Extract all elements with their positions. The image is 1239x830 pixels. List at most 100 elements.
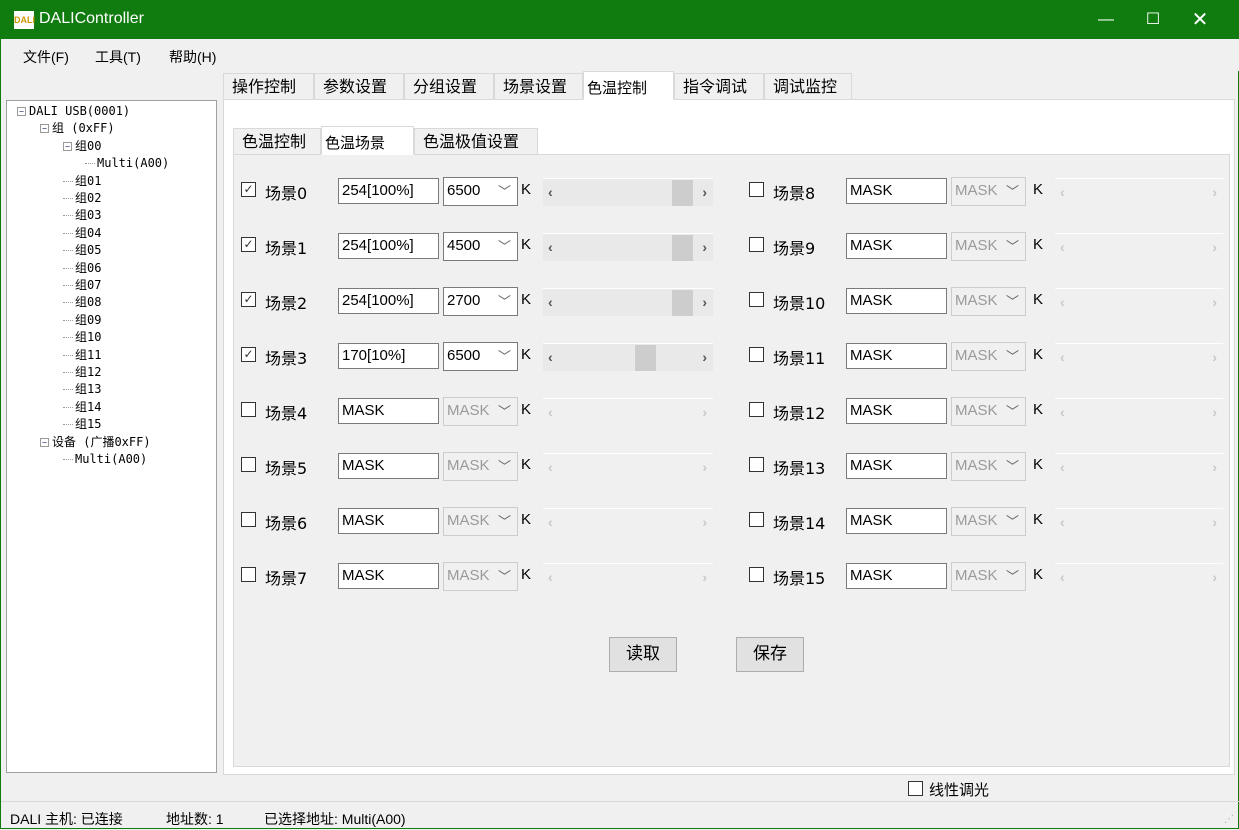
scene-checkbox[interactable] xyxy=(749,237,764,252)
arrow-right-icon[interactable]: › xyxy=(702,184,707,200)
scene-checkbox[interactable]: ✓ xyxy=(241,182,256,197)
scene-level-input[interactable]: MASK xyxy=(338,563,439,589)
arrow-left-icon[interactable]: ‹ xyxy=(548,459,553,475)
resize-grip-icon[interactable]: ⋰ xyxy=(1224,814,1234,825)
temp-slider[interactable]: ‹ › xyxy=(1055,398,1223,426)
tree-node[interactable]: − 组 (0xFF) xyxy=(40,120,115,137)
scene-level-input[interactable]: MASK xyxy=(846,398,947,424)
subtab-2[interactable]: 色温极值设置 xyxy=(414,128,538,155)
temp-slider[interactable]: ‹ › xyxy=(543,508,713,536)
tab-0[interactable]: 操作控制 xyxy=(223,73,314,100)
scene-level-input[interactable]: 170[10%] xyxy=(338,343,439,369)
menu-tools[interactable]: 工具(T) xyxy=(95,49,141,65)
arrow-left-icon[interactable]: ‹ xyxy=(548,569,553,585)
scene-level-input[interactable]: MASK xyxy=(846,343,947,369)
scene-level-input[interactable]: MASK xyxy=(846,178,947,204)
collapse-icon[interactable]: − xyxy=(17,107,26,116)
tree-node[interactable]: 组01 xyxy=(63,173,101,190)
scene-temp-select[interactable]: 6500 ﹀ xyxy=(443,342,518,371)
tree-node[interactable]: − 组00 xyxy=(63,138,101,155)
temp-slider[interactable]: ‹ › xyxy=(1055,233,1223,261)
tree-node[interactable]: 组09 xyxy=(63,312,101,329)
minimize-button[interactable]: — xyxy=(1098,11,1114,28)
subtab-1[interactable]: 色温场景 xyxy=(321,126,414,155)
arrow-left-icon[interactable]: ‹ xyxy=(1060,459,1065,475)
maximize-button[interactable]: ☐ xyxy=(1145,11,1161,28)
arrow-right-icon[interactable]: › xyxy=(702,459,707,475)
scene-temp-select[interactable]: MASK ﹀ xyxy=(951,177,1026,206)
scene-temp-select[interactable]: MASK ﹀ xyxy=(951,452,1026,481)
arrow-left-icon[interactable]: ‹ xyxy=(1060,569,1065,585)
device-tree[interactable]: − DALI USB(0001) − 组 (0xFF) − 组00 Multi(A00) 组0… xyxy=(6,100,217,773)
menu-file[interactable]: 文件(F) xyxy=(23,49,69,65)
scene-level-input[interactable]: MASK xyxy=(846,563,947,589)
temp-slider[interactable]: ‹ › xyxy=(543,453,713,481)
scene-temp-select[interactable]: 6500 ﹀ xyxy=(443,177,518,206)
scene-temp-select[interactable]: MASK ﹀ xyxy=(951,507,1026,536)
arrow-right-icon[interactable]: › xyxy=(702,514,707,530)
save-button[interactable]: 保存 xyxy=(736,637,804,672)
scene-level-input[interactable]: 254[100%] xyxy=(338,178,439,204)
temp-slider[interactable]: ‹ › xyxy=(1055,453,1223,481)
scene-temp-select[interactable]: MASK ﹀ xyxy=(951,287,1026,316)
slider-thumb[interactable] xyxy=(634,345,656,371)
tab-4[interactable]: 色温控制 xyxy=(583,71,674,100)
scene-level-input[interactable]: MASK xyxy=(338,453,439,479)
tree-node[interactable]: 组07 xyxy=(63,277,101,294)
scene-level-input[interactable]: 254[100%] xyxy=(338,288,439,314)
scene-checkbox[interactable]: ✓ xyxy=(241,237,256,252)
arrow-right-icon[interactable]: › xyxy=(702,349,707,365)
arrow-right-icon[interactable]: › xyxy=(1212,514,1217,530)
tree-node[interactable]: 组03 xyxy=(63,207,101,224)
tree-node[interactable]: − 设备 (广播0xFF) xyxy=(40,434,151,451)
temp-slider[interactable]: ‹ › xyxy=(1055,178,1223,206)
arrow-right-icon[interactable]: › xyxy=(1212,294,1217,310)
temp-slider[interactable]: ‹ › xyxy=(543,178,713,206)
arrow-left-icon[interactable]: ‹ xyxy=(548,184,553,200)
tab-3[interactable]: 场景设置 xyxy=(494,73,583,100)
scene-level-input[interactable]: MASK xyxy=(846,288,947,314)
tree-node[interactable]: 组15 xyxy=(63,416,101,433)
arrow-left-icon[interactable]: ‹ xyxy=(1060,349,1065,365)
collapse-icon[interactable]: − xyxy=(63,141,72,151)
scene-temp-select[interactable]: 4500 ﹀ xyxy=(443,232,518,261)
tree-node[interactable]: 组05 xyxy=(63,242,101,259)
arrow-left-icon[interactable]: ‹ xyxy=(1060,184,1065,200)
arrow-left-icon[interactable]: ‹ xyxy=(1060,239,1065,255)
tab-5[interactable]: 指令调试 xyxy=(674,73,764,100)
arrow-left-icon[interactable]: ‹ xyxy=(1060,294,1065,310)
scene-checkbox[interactable] xyxy=(749,457,764,472)
temp-slider[interactable]: ‹ › xyxy=(1055,288,1223,316)
tree-node[interactable]: 组02 xyxy=(63,190,101,207)
arrow-right-icon[interactable]: › xyxy=(1212,349,1217,365)
scene-temp-select[interactable]: MASK ﹀ xyxy=(951,397,1026,426)
scene-temp-select[interactable]: MASK ﹀ xyxy=(951,232,1026,261)
tree-node[interactable]: Multi(A00) xyxy=(85,155,169,172)
scene-checkbox[interactable] xyxy=(241,402,256,417)
arrow-left-icon[interactable]: ‹ xyxy=(548,514,553,530)
arrow-right-icon[interactable]: › xyxy=(1212,459,1217,475)
tree-node[interactable]: 组06 xyxy=(63,260,101,277)
scene-temp-select[interactable]: MASK ﹀ xyxy=(951,342,1026,371)
arrow-right-icon[interactable]: › xyxy=(1212,239,1217,255)
tab-1[interactable]: 参数设置 xyxy=(314,73,404,100)
collapse-icon[interactable]: − xyxy=(40,437,49,447)
temp-slider[interactable]: ‹ › xyxy=(1055,508,1223,536)
linear-dimming-checkbox[interactable] xyxy=(908,781,923,796)
scene-level-input[interactable]: MASK xyxy=(846,508,947,534)
arrow-right-icon[interactable]: › xyxy=(702,404,707,420)
tree-node[interactable]: 组11 xyxy=(63,347,101,364)
temp-slider[interactable]: ‹ › xyxy=(543,233,713,261)
slider-thumb[interactable] xyxy=(672,290,693,316)
scene-temp-select[interactable]: 2700 ﹀ xyxy=(443,287,518,316)
scene-level-input[interactable]: MASK xyxy=(338,508,439,534)
arrow-right-icon[interactable]: › xyxy=(1212,569,1217,585)
arrow-left-icon[interactable]: ‹ xyxy=(548,404,553,420)
arrow-right-icon[interactable]: › xyxy=(702,294,707,310)
arrow-right-icon[interactable]: › xyxy=(1212,404,1217,420)
scene-level-input[interactable]: 254[100%] xyxy=(338,233,439,259)
arrow-left-icon[interactable]: ‹ xyxy=(1060,514,1065,530)
temp-slider[interactable]: ‹ › xyxy=(543,288,713,316)
scene-checkbox[interactable] xyxy=(241,512,256,527)
scene-checkbox[interactable]: ✓ xyxy=(241,347,256,362)
